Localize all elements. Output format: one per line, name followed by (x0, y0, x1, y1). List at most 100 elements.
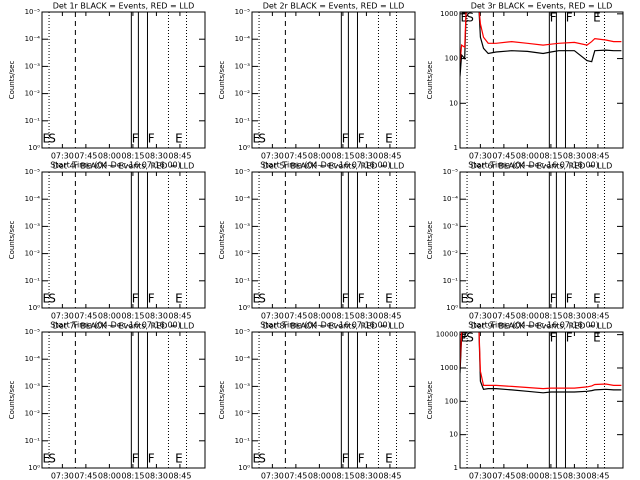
x-tick-label: 08:00 (516, 152, 539, 161)
x-tick-label: 08:30 (355, 152, 378, 161)
annotation: F (550, 292, 557, 306)
annotation: S (48, 452, 56, 466)
x-tick-label: 08:15 (121, 312, 144, 321)
annotation: E (593, 11, 601, 25)
y-tick-label: 10⁻¹ (235, 437, 251, 445)
y-tick-label: 10⁻⁵ (25, 8, 41, 16)
annotation: E (593, 331, 601, 345)
y-tick-label: 10⁻¹ (235, 277, 251, 285)
x-tick-label: 08:45 (168, 312, 191, 321)
x-tick-label: 08:30 (355, 472, 378, 480)
x-tick-label: 07:30 (469, 152, 492, 161)
y-tick-label: 10⁰ (238, 464, 250, 472)
panel: Det 1r BLACK = Events, RED = LLD Start Ti… (8, 2, 206, 170)
annotation: F (550, 11, 557, 25)
y-tick-label: 10⁻⁴ (25, 355, 41, 363)
series-line (460, 12, 622, 63)
y-tick-label: 10⁻² (25, 410, 41, 418)
plot-frame (251, 11, 416, 149)
y-tick-label: 10⁰ (238, 304, 250, 312)
x-tick-label: 08:45 (586, 152, 609, 161)
plot-frame (41, 331, 206, 469)
annotation: E (460, 11, 468, 25)
y-tick-label: 10⁻¹ (25, 437, 41, 445)
x-tick-label: 08:00 (98, 152, 121, 161)
plot-frame (251, 331, 416, 469)
x-tick-label: 08:00 (308, 472, 331, 480)
y-tick-label: 1 (454, 144, 458, 152)
x-tick-label: 08:30 (563, 312, 586, 321)
y-tick-label: 10⁻⁵ (235, 168, 251, 176)
series-line (460, 332, 622, 390)
annotation: F (132, 452, 139, 466)
annotation: F (132, 132, 139, 146)
y-tick-label: 10 (449, 431, 458, 439)
y-tick-label: 10⁻² (25, 90, 41, 98)
y-axis-label: Counts/sec (8, 381, 16, 420)
x-tick-label: 08:45 (168, 472, 191, 480)
y-axis-label: Counts/sec (426, 381, 434, 420)
y-tick-label: 10⁻² (235, 90, 251, 98)
x-axis-label: Start Time (04-Dec-16 07:16:00) (468, 321, 599, 330)
x-tick-label: 08:15 (121, 472, 144, 480)
y-tick-label: 10⁻⁵ (25, 168, 41, 176)
plot-frame (41, 11, 206, 149)
plot-frame (459, 11, 624, 149)
x-axis-label: Start Time (04-Dec-16 07:16:00) (260, 161, 391, 170)
x-tick-label: 08:00 (516, 312, 539, 321)
x-tick-label: 07:45 (284, 312, 307, 321)
y-axis-label: Counts/sec (218, 61, 226, 100)
y-tick-label: 1000 (440, 10, 458, 18)
annotation: S (466, 292, 474, 306)
x-tick-label: 07:30 (261, 312, 284, 321)
y-tick-label: 100 (445, 55, 458, 63)
x-tick-label: 08:30 (145, 312, 168, 321)
y-tick-label: 10⁻³ (25, 382, 41, 390)
annotation: F (566, 292, 573, 306)
annotation: S (48, 292, 56, 306)
x-axis-label: Start Time (04-Dec-16 07:16:00) (50, 321, 181, 330)
y-tick-label: 10⁻⁴ (25, 195, 41, 203)
plot-frame (459, 171, 624, 309)
x-tick-label: 07:30 (261, 472, 284, 480)
chart-title: Det 1r BLACK = Events, RED = LLD (53, 2, 195, 11)
x-tick-label: 08:45 (586, 312, 609, 321)
y-tick-label: 10⁻³ (25, 62, 41, 70)
x-tick-label: 07:45 (284, 472, 307, 480)
annotation: E (385, 292, 393, 306)
y-tick-label: 10⁰ (446, 304, 458, 312)
panel: Det 2r BLACK = Events, RED = LLD Start Ti… (218, 2, 416, 170)
annotation: E (42, 132, 50, 146)
y-tick-label: 10⁻⁴ (235, 355, 251, 363)
x-tick-label: 08:00 (516, 472, 539, 480)
x-tick-label: 08:00 (308, 312, 331, 321)
x-axis-label: Start Time (04-Dec-16 07:16:00) (468, 161, 599, 170)
y-tick-label: 10⁻² (443, 250, 459, 258)
x-tick-label: 08:30 (563, 472, 586, 480)
annotation: F (132, 292, 139, 306)
x-tick-label: 07:45 (74, 312, 97, 321)
annotation: S (48, 132, 56, 146)
chart-title: Det 7r BLACK = Events, RED = LLD (53, 322, 195, 331)
plot-frame (251, 171, 416, 309)
x-tick-label: 08:45 (586, 472, 609, 480)
y-tick-label: 10⁻⁴ (25, 35, 41, 43)
y-tick-label: 10⁻³ (25, 222, 41, 230)
y-tick-label: 10⁰ (238, 144, 250, 152)
x-axis-label: Start Time (04-Dec-16 07:16:00) (50, 161, 181, 170)
x-axis-label: Start Time (04-Dec-16 07:16:00) (260, 321, 391, 330)
x-tick-label: 08:15 (539, 152, 562, 161)
chart-title: Det 8r BLACK = Events, RED = LLD (263, 322, 405, 331)
y-tick-label: 10⁻⁴ (443, 195, 459, 203)
y-tick-label: 10⁻⁵ (25, 328, 41, 336)
annotation: E (460, 292, 468, 306)
series-line (460, 12, 622, 77)
y-tick-label: 10⁻¹ (235, 117, 251, 125)
annotation: F (358, 132, 365, 146)
chart-title: Det 6r BLACK = Events, RED = LLD (471, 162, 613, 171)
